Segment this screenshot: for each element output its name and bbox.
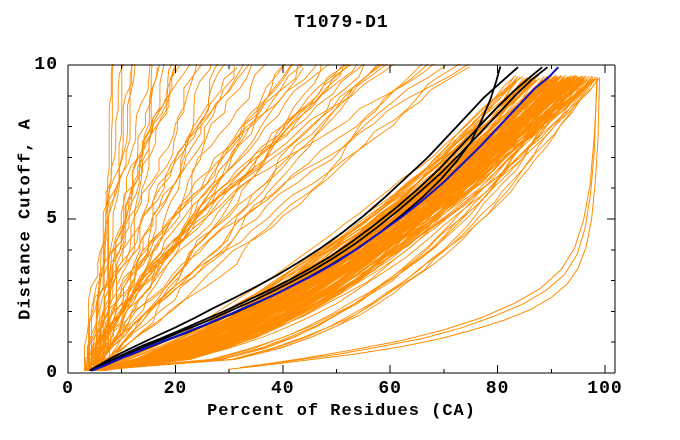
x-axis-label: Percent of Residues (CA): [207, 402, 476, 421]
y-tick-label: 10: [34, 55, 58, 75]
x-tick-label: 0: [62, 379, 74, 399]
x-tick-label: 100: [587, 379, 623, 399]
x-tick-label: 60: [378, 379, 402, 399]
x-tick-label: 80: [485, 379, 510, 399]
plot-title: T1079-D1: [294, 13, 389, 33]
x-tick-label: 40: [270, 379, 295, 399]
highlight-curve-blue: [91, 66, 560, 372]
y-tick-label: 0: [46, 363, 58, 383]
x-tick-label: 20: [163, 379, 188, 399]
axes-frame: [67, 64, 616, 374]
y-tick-label: 5: [46, 209, 58, 229]
